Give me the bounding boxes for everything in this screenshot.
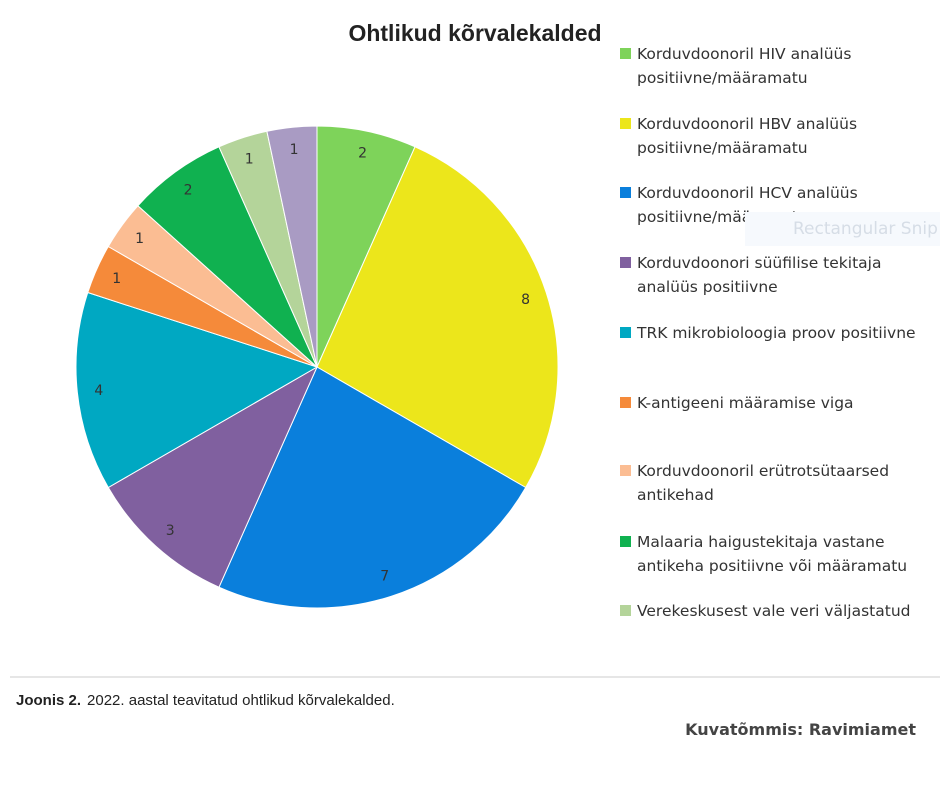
legend-label: K-antigeeni määramise viga	[637, 394, 854, 412]
legend-swatch	[620, 187, 631, 198]
legend-swatch	[620, 605, 631, 616]
data-label: 1	[112, 271, 121, 287]
pie-slice	[107, 365, 319, 588]
legend-label: Verekeskusest vale veri väljastatud	[637, 602, 911, 620]
data-label: 2	[358, 145, 367, 161]
legend-item: Korduvdoonori süüfilise tekitaja analüüs…	[620, 251, 927, 299]
legend-item: TRK mikrobioloogia proov positiivne	[620, 321, 927, 345]
pie-slice	[218, 366, 527, 609]
data-label: 1	[135, 231, 144, 247]
caption-text: 2022. aastal teavitatud ohtlikud kõrvale…	[87, 692, 395, 709]
legend-swatch	[620, 257, 631, 268]
data-label: 1	[245, 151, 254, 167]
data-label: 3	[166, 523, 175, 539]
divider	[10, 676, 940, 678]
caption-prefix: Joonis 2.	[16, 692, 82, 709]
pie-slice	[316, 146, 559, 489]
figure-caption: Joonis 2. 2022. aastal teavitatud ohtliku…	[16, 692, 395, 709]
pie-slice	[266, 125, 318, 368]
legend-label: Korduvdoonori süüfilise tekitaja analüüs…	[637, 254, 882, 296]
credit: Kuvatõmmis: Ravimiamet	[685, 720, 916, 739]
legend-item: Malaaria haigustekitaja vastane antikeha…	[620, 530, 927, 578]
legend-swatch	[620, 536, 631, 547]
data-label: 7	[380, 569, 389, 585]
legend-label: Korduvdoonoril HBV analüüs positiivne/mä…	[637, 115, 858, 157]
legend-swatch	[620, 465, 631, 476]
legend-item: K-antigeeni määramise viga	[620, 391, 927, 415]
legend-item: Korduvdoonoril erütrotsütaarsed antikeha…	[620, 459, 927, 507]
legend-label: Korduvdoonoril erütrotsütaarsed antikeha…	[637, 462, 890, 504]
legend-swatch	[620, 327, 631, 338]
pie-slice	[75, 291, 319, 489]
legend-label: Malaaria haigustekitaja vastane antikeha…	[637, 533, 908, 575]
rectangular-snip-overlay: Rectangular Snip	[745, 212, 940, 246]
legend-label: TRK mikrobioloogia proov positiivne	[637, 324, 916, 342]
legend-swatch	[620, 118, 631, 129]
legend-item: Verekeskusest vale veri väljastatud	[620, 599, 927, 623]
legend-item: Korduvdoonoril HBV analüüs positiivne/mä…	[620, 112, 927, 160]
pie-chart: 2 8 7 3 4 1 1 2 1 1	[75, 125, 559, 609]
legend-item: Korduvdoonoril HIV analüüs positiivne/mä…	[620, 42, 927, 90]
legend-swatch	[620, 48, 631, 59]
chart-title: Ohtlikud kõrvalekalded	[348, 20, 602, 46]
data-label: 8	[521, 292, 530, 308]
legend-label: Korduvdoonoril HIV analüüs positiivne/mä…	[637, 45, 852, 87]
legend-swatch	[620, 397, 631, 408]
data-label: 1	[290, 142, 299, 158]
data-label: 4	[94, 383, 103, 399]
data-label: 2	[184, 183, 193, 199]
